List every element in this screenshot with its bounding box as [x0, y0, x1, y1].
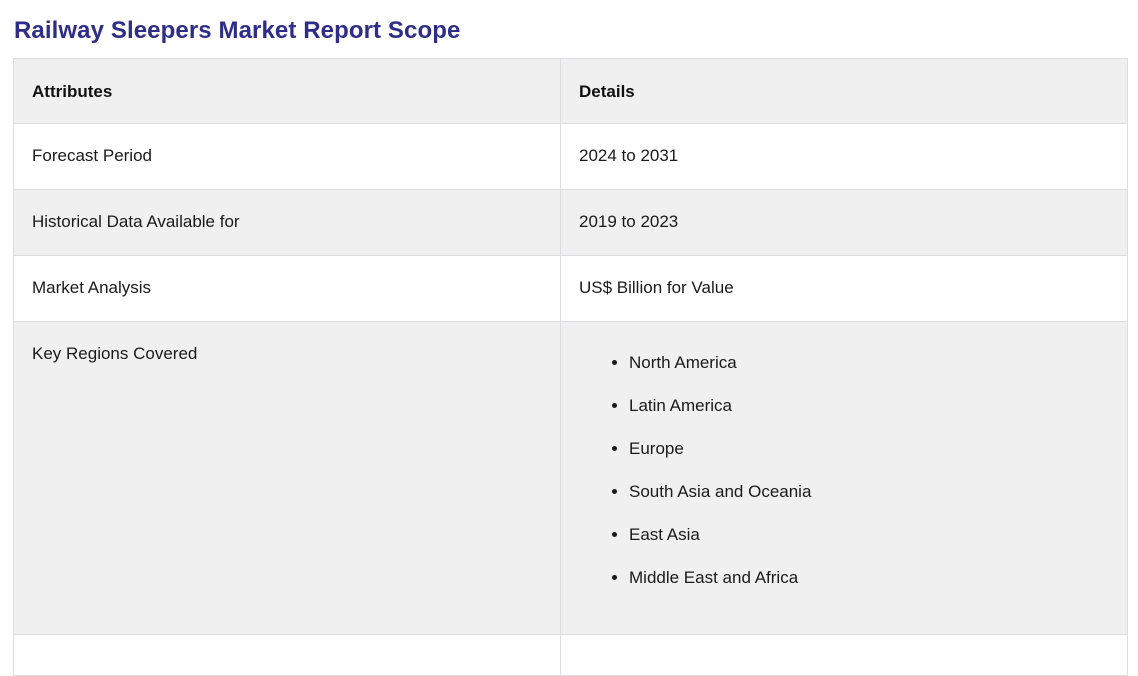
- report-scope-table: Attributes Details Forecast Period 2024 …: [13, 58, 1128, 676]
- region-list-item: South Asia and Oceania: [629, 480, 1109, 503]
- key-regions-list: North America Latin America Europe South…: [579, 351, 1109, 589]
- report-scope-page: Railway Sleepers Market Report Scope Att…: [0, 16, 1138, 676]
- attribute-cell: Forecast Period: [13, 123, 561, 190]
- table-row-partial: [13, 634, 1128, 676]
- region-list-item: Latin America: [629, 394, 1109, 417]
- table-header-row: Attributes Details: [13, 58, 1128, 124]
- region-list-item: North America: [629, 351, 1109, 374]
- detail-cell: North America Latin America Europe South…: [560, 321, 1128, 635]
- attribute-cell: Key Regions Covered: [13, 321, 561, 635]
- table-row-historical-data: Historical Data Available for 2019 to 20…: [13, 189, 1128, 256]
- detail-cell: 2024 to 2031: [560, 123, 1128, 190]
- column-header-attributes: Attributes: [13, 58, 561, 124]
- region-list-item: East Asia: [629, 523, 1109, 546]
- attribute-cell: Historical Data Available for: [13, 189, 561, 256]
- detail-cell: US$ Billion for Value: [560, 255, 1128, 322]
- table-row-forecast-period: Forecast Period 2024 to 2031: [13, 123, 1128, 190]
- table-row-market-analysis: Market Analysis US$ Billion for Value: [13, 255, 1128, 322]
- page-title: Railway Sleepers Market Report Scope: [14, 17, 461, 44]
- detail-cell: [560, 634, 1128, 676]
- attribute-cell: Market Analysis: [13, 255, 561, 322]
- column-header-details: Details: [560, 58, 1128, 124]
- attribute-cell: [13, 634, 561, 676]
- region-list-item: Europe: [629, 437, 1109, 460]
- region-list-item: Middle East and Africa: [629, 566, 1109, 589]
- table-row-key-regions: Key Regions Covered North America Latin …: [13, 321, 1128, 635]
- detail-cell: 2019 to 2023: [560, 189, 1128, 256]
